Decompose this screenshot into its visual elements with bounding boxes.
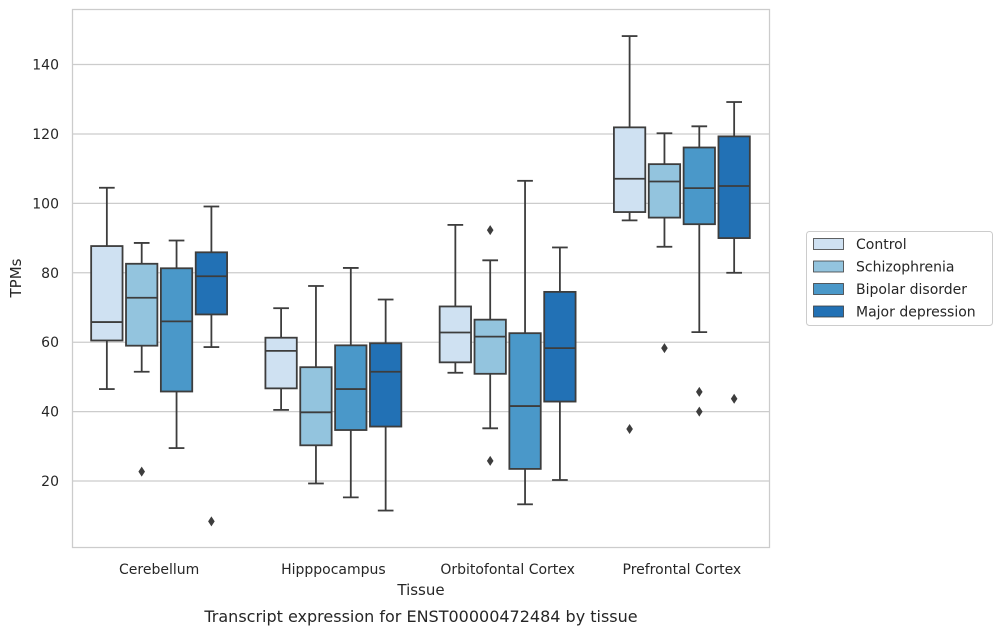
box-schizophrenia-1 bbox=[299, 285, 333, 485]
box-bipolar-disorder-1 bbox=[334, 267, 368, 499]
box-major-depression-1 bbox=[369, 298, 403, 512]
box-body bbox=[125, 262, 159, 347]
legend-swatch bbox=[813, 305, 844, 318]
y-tick-label: 140 bbox=[32, 58, 59, 74]
box-body bbox=[264, 336, 298, 390]
y-tick-labels: 20 40 60 80 100 120 140 bbox=[32, 58, 59, 491]
outlier-point bbox=[138, 466, 145, 477]
y-axis-label: TPMs bbox=[7, 258, 25, 298]
x-tick-label: Cerebellum bbox=[119, 562, 199, 578]
x-tick-label: Hipppocampus bbox=[281, 562, 386, 578]
y-tick-label: 120 bbox=[32, 127, 59, 143]
box-bipolar-disorder-2 bbox=[508, 179, 542, 506]
outlier-point bbox=[626, 423, 633, 434]
outlier-point bbox=[696, 406, 703, 417]
legend-label: Major depression bbox=[856, 305, 976, 321]
y-tick-label: 80 bbox=[41, 266, 59, 282]
x-tick-label: Orbitofontal Cortex bbox=[440, 562, 575, 578]
outlier-point bbox=[661, 343, 668, 354]
box-body bbox=[508, 332, 542, 470]
outlier-point bbox=[486, 455, 494, 466]
legend-label: Bipolar disorder bbox=[856, 282, 967, 298]
legend: Control Schizophrenia Bipolar disorder Majo… bbox=[806, 231, 993, 326]
box-body bbox=[369, 342, 403, 428]
plot-frame bbox=[71, 8, 771, 549]
box-body bbox=[473, 318, 507, 375]
box-control-2 bbox=[438, 223, 472, 374]
box-bipolar-disorder-3 bbox=[682, 125, 716, 417]
legend-frame bbox=[806, 231, 993, 326]
chart-caption: Transcript expression for ENST0000047248… bbox=[203, 607, 637, 626]
x-tick-labels: Cerebellum Hipppocampus Orbitofontal Corte… bbox=[119, 562, 741, 578]
x-axis-label: Tissue bbox=[396, 581, 444, 599]
y-tick-label: 40 bbox=[41, 405, 59, 421]
legend-label: Control bbox=[856, 237, 907, 253]
box-body bbox=[159, 267, 194, 393]
box-control-1 bbox=[264, 307, 298, 411]
box-body bbox=[438, 305, 472, 364]
box-schizophrenia-0 bbox=[125, 242, 159, 477]
box-body bbox=[543, 290, 577, 403]
box-body bbox=[717, 135, 751, 239]
box-control-0 bbox=[90, 186, 124, 390]
box-major-depression-0 bbox=[194, 205, 228, 527]
box-bipolar-disorder-0 bbox=[159, 239, 194, 449]
box-body bbox=[194, 251, 228, 316]
outlier-point bbox=[696, 386, 703, 397]
box-body bbox=[334, 344, 368, 431]
legend-swatch bbox=[813, 260, 844, 273]
box-body bbox=[613, 126, 647, 213]
legend-label: Schizophrenia bbox=[856, 260, 954, 276]
legend-swatch bbox=[813, 238, 844, 250]
box-major-depression-2 bbox=[543, 246, 577, 481]
outlier-point bbox=[208, 516, 215, 527]
box-schizophrenia-2 bbox=[473, 225, 507, 466]
box-major-depression-3 bbox=[717, 101, 751, 404]
legend-swatch bbox=[813, 283, 844, 295]
y-tick-label: 20 bbox=[41, 474, 59, 490]
box-body bbox=[299, 366, 333, 447]
box-body bbox=[90, 245, 124, 342]
x-tick-label: Prefrontal Cortex bbox=[623, 562, 742, 578]
box-schizophrenia-3 bbox=[647, 132, 682, 354]
box-body bbox=[682, 146, 716, 226]
box-groups bbox=[90, 35, 751, 527]
outlier-point bbox=[486, 225, 494, 236]
box-control-3 bbox=[613, 35, 647, 434]
outlier-point bbox=[730, 393, 738, 404]
box-body bbox=[647, 163, 682, 219]
y-tick-label: 60 bbox=[41, 335, 59, 351]
y-tick-label: 100 bbox=[32, 196, 59, 212]
